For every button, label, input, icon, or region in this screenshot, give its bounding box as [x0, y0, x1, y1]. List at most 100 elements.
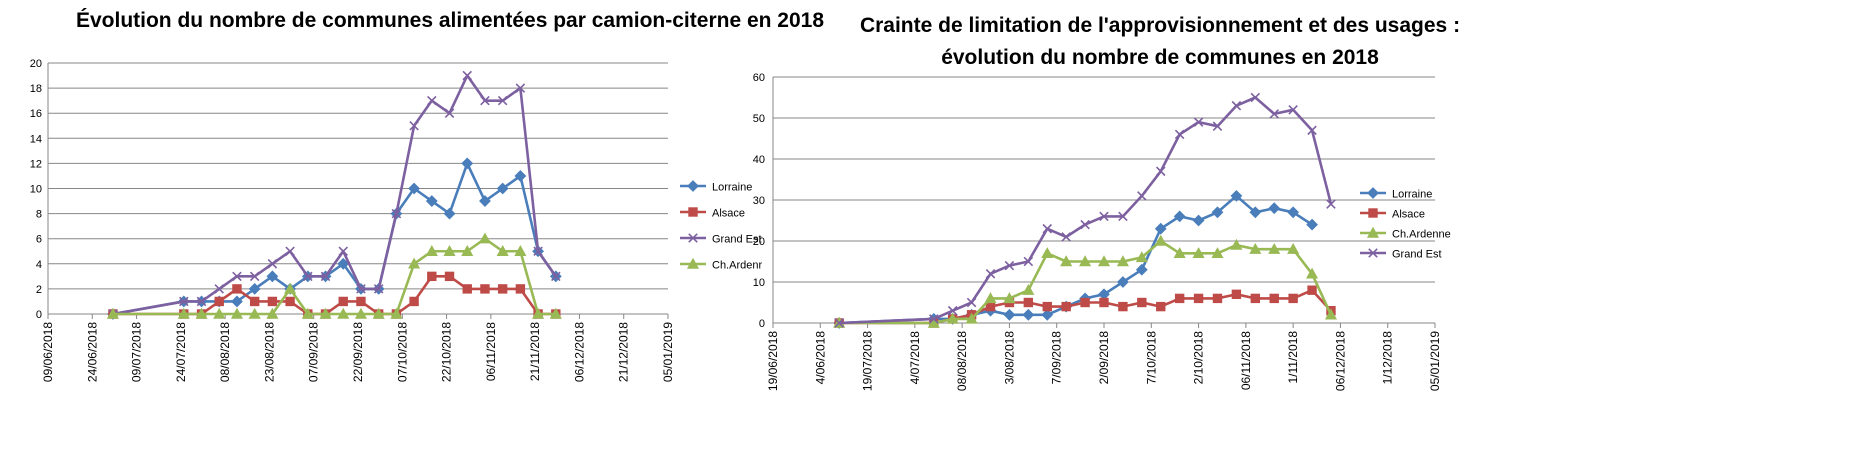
x-tick-label: 19/06/2018: [766, 331, 780, 391]
data-point-grand-est-stroke-b: [214, 284, 225, 294]
data-point-grand-est-stroke-b: [1193, 117, 1204, 127]
data-point-alsace: [1118, 301, 1128, 312]
x-tick-label: 7/10/2018: [1144, 331, 1158, 385]
data-point-grand-est-stroke-b: [391, 208, 402, 219]
data-point-lorraine: [1268, 202, 1281, 215]
data-point-lorraine: [337, 257, 350, 270]
data-point-alsace: [232, 284, 242, 294]
series-ch-ardenne: [833, 234, 1338, 328]
data-point-grand-est: [551, 271, 561, 282]
y-tick-label: 20: [30, 58, 42, 70]
x-tick-label: 07/10/2018: [395, 322, 409, 382]
x-tick-label: 06/12/2018: [1333, 331, 1347, 391]
y-tick-label: 6: [36, 234, 42, 246]
data-point-lorraine: [1003, 308, 1016, 321]
data-point-alsace: [1288, 293, 1298, 304]
x-tick-label: 21/12/2018: [617, 322, 631, 382]
data-point-grand-est: [929, 314, 939, 324]
series-alsace: [108, 271, 561, 319]
data-point-ch-ardenne: [1249, 242, 1262, 254]
x-tick-label: 3/08/2018: [1002, 331, 1016, 385]
data-point-grand-est: [834, 318, 844, 328]
data-point-lorraine: [461, 157, 474, 170]
data-point-alsace: [1137, 297, 1147, 308]
data-point-alsace: [1174, 293, 1185, 304]
legend-item-grand-est: Grand Est: [680, 233, 762, 246]
data-point-alsace: [214, 296, 224, 307]
data-point-ch-ardenr: [408, 257, 421, 269]
data-point-grand-est: [1155, 166, 1166, 177]
x-tick-label: 4/07/2018: [908, 331, 922, 385]
legend-item-grand-est: Grand Est: [1360, 248, 1442, 261]
data-point-grand-est-stroke-b: [1137, 191, 1147, 201]
data-point-alsace: [338, 296, 348, 307]
series-line-alsace: [112, 275, 556, 316]
data-point-alsace: [1231, 289, 1242, 300]
data-point-lorraine: [479, 195, 491, 207]
data-point-lorraine: [266, 270, 279, 283]
data-point-ch-ardenr: [372, 307, 385, 319]
data-point-ch-ardenr: [106, 307, 120, 319]
data-point-alsace: [1307, 285, 1317, 295]
data-point-ch-ardenr: [284, 282, 297, 294]
data-point-alsace: [427, 271, 437, 282]
y-tick-label: 60: [753, 72, 765, 84]
chart-title-line-2: évolution du nombre de communes en 2018: [941, 46, 1379, 69]
data-point-grand-est-stroke-b: [929, 314, 939, 324]
data-point-ch-ardenr: [461, 245, 474, 256]
data-point-ch-ardenr: [478, 232, 492, 244]
data-point-ch-ardenr: [549, 307, 562, 319]
x-tick-label: 08/08/2018: [955, 331, 969, 391]
data-point-grand-est-stroke-b: [1080, 219, 1090, 230]
data-point-ch-ardenne: [1060, 255, 1073, 267]
data-point-grand-est: [232, 271, 242, 282]
data-point-grand-est-stroke-b: [196, 296, 207, 307]
data-point-ch-ardenr: [425, 245, 438, 256]
data-point-grand-est: [320, 271, 331, 282]
data-point-lorraine: [1154, 222, 1167, 235]
data-point-grand-est: [179, 296, 189, 307]
data-point-ch-ardenne: [1268, 242, 1281, 254]
data-point-ch-ardenr: [390, 307, 403, 319]
data-point-ch-ardenne: [1192, 247, 1205, 258]
x-tick-label: 24/06/2018: [85, 322, 99, 382]
data-point-grand-est: [985, 269, 996, 279]
legend-swatch-marker: [1368, 208, 1378, 218]
legend: Lorraine Alsace Grand Est Ch.Ardenr: [680, 180, 762, 272]
data-point-grand-est: [515, 83, 526, 93]
x-tick-label: 1/11/2018: [1286, 331, 1300, 384]
legend-item-ch-ardenne: Ch.Ardenne: [1360, 226, 1451, 241]
legend-swatch-marker-stroke-b: [1368, 248, 1378, 258]
data-point-lorraine: [1249, 206, 1262, 219]
data-point-lorraine: [1192, 214, 1205, 227]
data-point-grand-est-stroke-b: [1231, 100, 1242, 111]
series-line-lorraine: [839, 194, 1313, 325]
data-point-grand-est: [1042, 223, 1053, 234]
data-point-grand-est: [1099, 211, 1109, 222]
data-point-ch-ardenr: [354, 307, 368, 319]
data-point-grand-est: [214, 284, 225, 294]
data-point-grand-est-stroke-b: [179, 296, 189, 307]
data-point-lorraine: [1041, 308, 1054, 321]
data-point-ch-ardenr: [443, 245, 456, 256]
series-grand-est: [108, 70, 561, 319]
data-point-grand-est-stroke-b: [497, 95, 508, 106]
data-point-grand-est: [1004, 260, 1015, 271]
legend-swatch-marker-stroke-b: [688, 233, 698, 243]
legend-label: Lorraine: [712, 182, 752, 194]
x-tick-label: 4/06/2018: [813, 331, 827, 385]
data-point-grand-est-stroke-b: [356, 284, 366, 294]
x-axis-tick-labels: 09/06/2018 24/06/2018 09/07/2018 24/07/2018…: [41, 322, 675, 382]
data-point-alsace: [1061, 301, 1071, 312]
data-point-lorraine: [425, 195, 438, 207]
data-point-grand-est-stroke-b: [267, 259, 278, 269]
data-point-grand-est: [373, 284, 384, 294]
data-point-grand-est-stroke-b: [1042, 223, 1053, 234]
legend-swatch-marker: [686, 257, 700, 269]
data-point-grand-est-stroke-b: [303, 271, 313, 282]
x-tick-label: 19/07/2018: [861, 331, 875, 391]
data-point-grand-est: [1231, 100, 1242, 111]
data-point-lorraine: [1022, 308, 1035, 321]
data-point-grand-est-stroke-b: [515, 83, 526, 93]
data-point-grand-est-stroke-b: [462, 70, 473, 81]
